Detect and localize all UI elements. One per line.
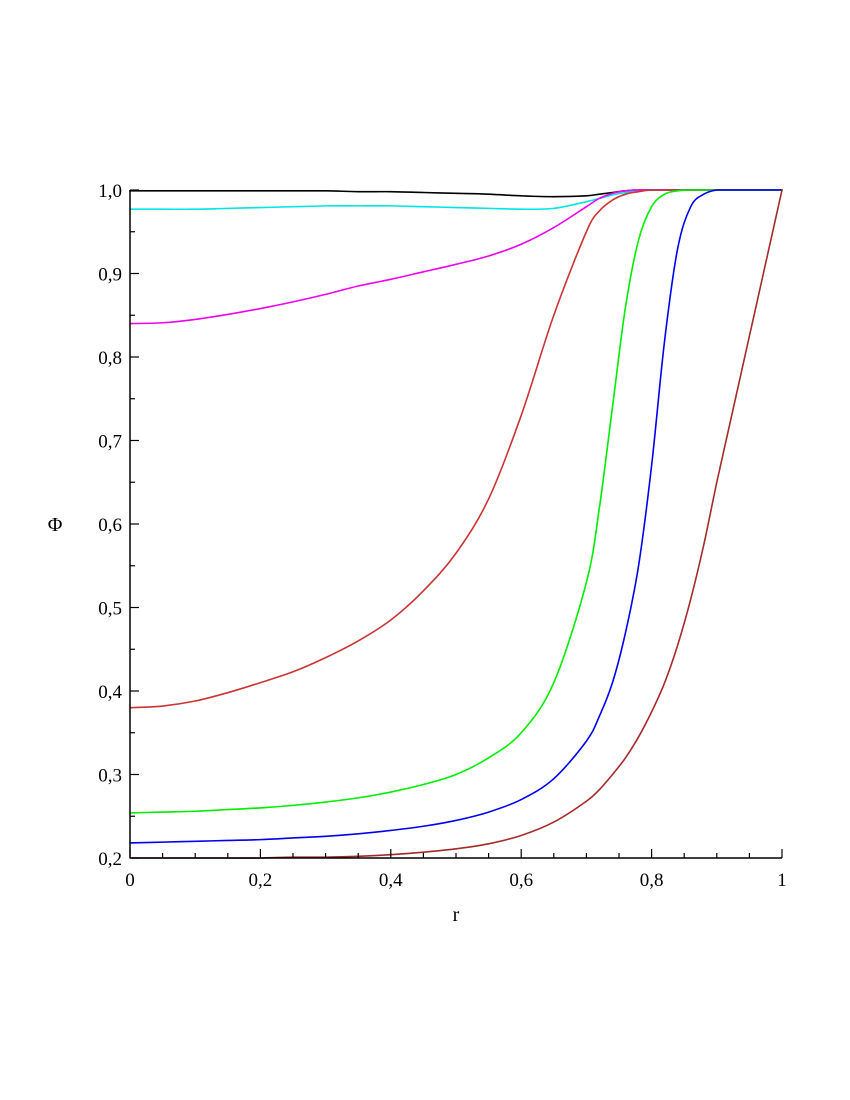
- y-tick-label: 0,8: [98, 348, 122, 369]
- y-axis-label: Φ: [48, 514, 63, 536]
- series-line-3: [129, 189, 783, 325]
- series-line-7: [129, 189, 783, 859]
- y-tick-label: 0,5: [98, 599, 122, 620]
- y-axis-ticks: 0,2 0,3 0,4 0,5 0,6 0,7 0,8 0,9 1,0: [98, 181, 139, 870]
- y-tick-label: 1,0: [98, 181, 122, 202]
- x-tick-label: 0,6: [509, 870, 533, 891]
- series-line-4: [129, 189, 783, 709]
- y-tick-label: 0,2: [98, 849, 122, 870]
- y-tick-label: 0,7: [98, 432, 122, 453]
- x-axis-label: r: [453, 904, 460, 926]
- y-tick-label: 0,6: [98, 515, 122, 536]
- x-tick-label: 0,4: [379, 870, 403, 891]
- x-tick-label: 0,2: [249, 870, 273, 891]
- series-line-5: [129, 189, 783, 814]
- y-tick-label: 0,9: [98, 265, 122, 286]
- x-tick-label: 0,8: [640, 870, 664, 891]
- x-tick-label: 1: [777, 870, 787, 891]
- y-tick-label: 0,4: [98, 682, 122, 703]
- series-line-6: [129, 189, 783, 844]
- series-layer: [129, 189, 783, 859]
- x-axis-ticks: 0 0,2 0,4 0,6 0,8 1: [125, 849, 787, 891]
- y-tick-label: 0,3: [98, 766, 122, 787]
- plot-area: 0 0,2 0,4 0,6 0,8 1 0,20,30,40,50,60,70,80,91…: [98, 181, 787, 891]
- x-tick-label: 0: [125, 870, 135, 891]
